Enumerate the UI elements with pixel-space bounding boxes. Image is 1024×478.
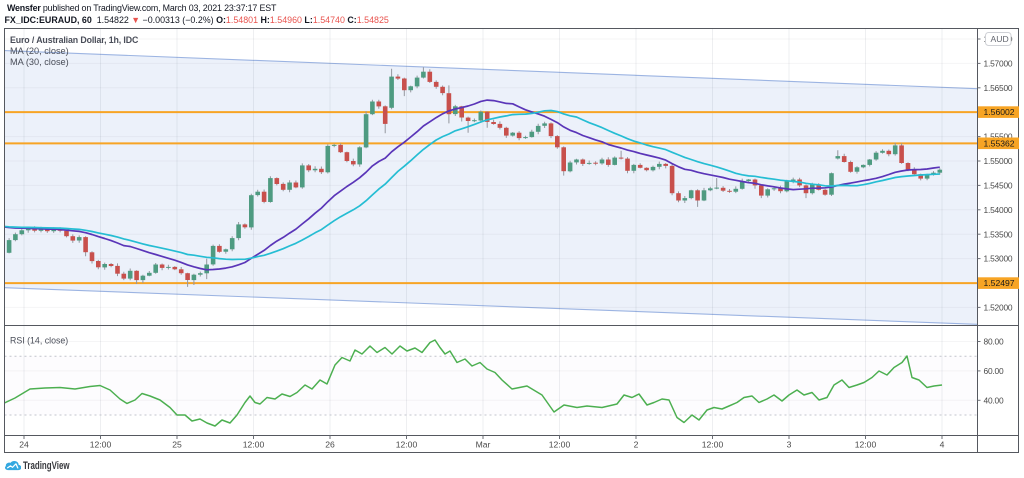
svg-text:1.52000: 1.52000 (984, 303, 1013, 313)
svg-text:Euro / Australian Dollar, 1h,: Euro / Australian Dollar, 1h, IDC (10, 35, 139, 45)
svg-text:MA (20, close): MA (20, close) (10, 46, 69, 56)
svg-text:AUD: AUD (991, 34, 1009, 44)
svg-text:1.56500: 1.56500 (984, 83, 1013, 93)
svg-text:12:00: 12:00 (702, 439, 724, 449)
svg-text:1.53000: 1.53000 (984, 254, 1013, 264)
svg-text:60.00: 60.00 (984, 366, 1005, 376)
svg-text:2: 2 (634, 439, 639, 449)
svg-text:4: 4 (940, 439, 945, 449)
svg-text:1.57000: 1.57000 (984, 59, 1013, 69)
svg-text:1.54500: 1.54500 (984, 181, 1013, 191)
svg-text:1.53500: 1.53500 (984, 229, 1013, 239)
svg-text:1.56002: 1.56002 (984, 107, 1015, 117)
svg-text:40.00: 40.00 (984, 395, 1005, 405)
svg-text:12:00: 12:00 (243, 439, 265, 449)
svg-text:12:00: 12:00 (396, 439, 418, 449)
svg-text:26: 26 (325, 439, 335, 449)
svg-text:MA (30, close): MA (30, close) (10, 57, 69, 67)
svg-text:3: 3 (787, 439, 792, 449)
svg-text:1.52497: 1.52497 (984, 278, 1015, 288)
svg-text:12:00: 12:00 (855, 439, 877, 449)
svg-text:Mar: Mar (476, 439, 491, 449)
svg-text:1.55000: 1.55000 (984, 156, 1013, 166)
svg-text:80.00: 80.00 (984, 337, 1005, 347)
svg-text:12:00: 12:00 (90, 439, 112, 449)
svg-text:12:00: 12:00 (549, 439, 571, 449)
svg-text:25: 25 (172, 439, 182, 449)
svg-text:24: 24 (19, 439, 29, 449)
svg-text:1.55362: 1.55362 (984, 138, 1015, 148)
svg-text:1.55500: 1.55500 (984, 132, 1013, 142)
svg-text:1.54000: 1.54000 (984, 205, 1013, 215)
svg-text:RSI (14, close): RSI (14, close) (10, 336, 68, 346)
